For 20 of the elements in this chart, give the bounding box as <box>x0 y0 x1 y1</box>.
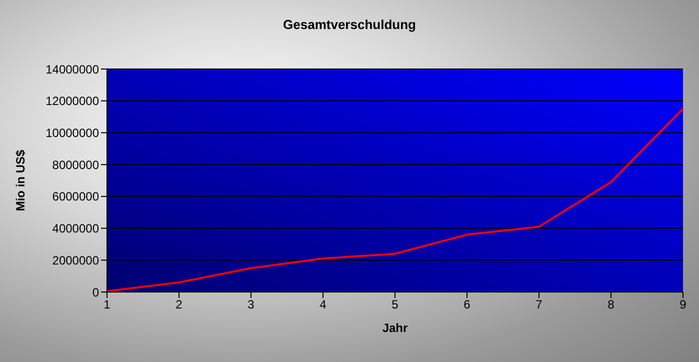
y-axis-title: Mio in US$ <box>13 150 28 212</box>
x-tick-label: 5 <box>392 298 399 312</box>
y-tick-label: 12000000 <box>46 94 100 108</box>
y-tick-label: 6000000 <box>52 190 100 204</box>
x-tick-label: 3 <box>248 298 255 312</box>
y-tick-label: 8000000 <box>52 158 100 172</box>
x-tick-label: 6 <box>464 298 471 312</box>
x-tick-label: 4 <box>320 298 327 312</box>
y-tick-label: 0 <box>92 285 100 300</box>
y-tick-label: 10000000 <box>46 126 100 140</box>
y-tick-label: 14000000 <box>46 62 100 76</box>
x-axis-title: Jahr <box>382 321 408 335</box>
x-tick-label: 7 <box>536 298 543 312</box>
x-tick-label: 2 <box>176 298 183 312</box>
x-tick-label: 9 <box>680 298 687 312</box>
y-tick-label: 4000000 <box>52 222 100 236</box>
x-tick-label: 1 <box>104 298 111 312</box>
y-tick-label: 2000000 <box>52 253 100 268</box>
chart-title: Gesamtverschuldung <box>282 17 417 32</box>
x-tick-label: 8 <box>608 298 615 312</box>
